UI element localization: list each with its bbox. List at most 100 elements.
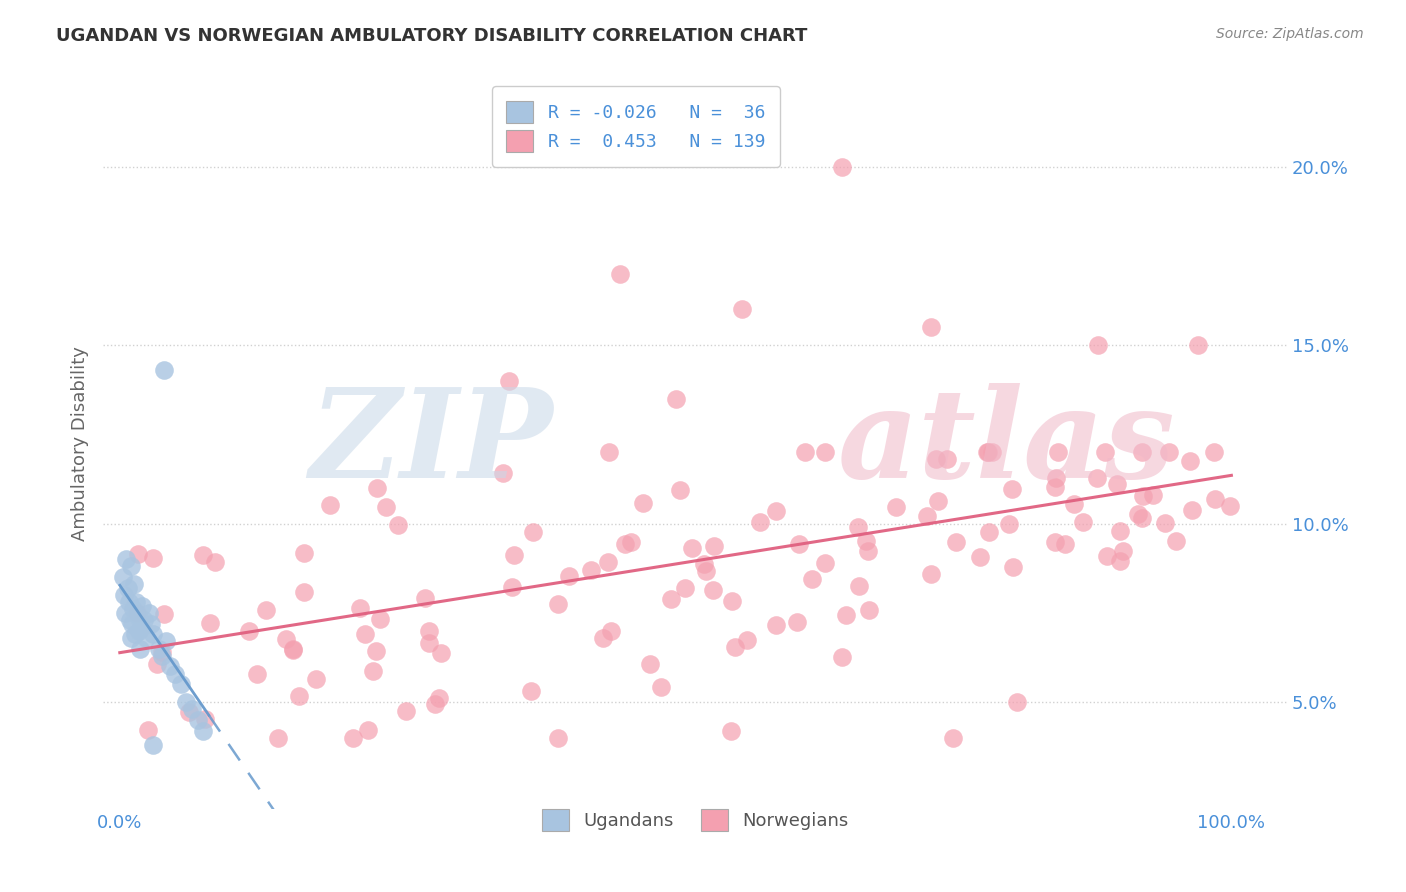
Point xyxy=(146,657,169,671)
Point xyxy=(631,495,654,509)
Point xyxy=(596,555,619,569)
Point xyxy=(765,618,787,632)
Point xyxy=(501,580,523,594)
Point xyxy=(356,723,378,737)
Point xyxy=(114,606,136,620)
Point xyxy=(127,547,149,561)
Point xyxy=(427,690,450,705)
Point xyxy=(673,581,696,595)
Point xyxy=(619,535,641,549)
Point xyxy=(176,695,198,709)
Point xyxy=(1063,497,1085,511)
Point xyxy=(305,673,328,687)
Point xyxy=(125,595,148,609)
Point xyxy=(695,564,717,578)
Point xyxy=(1001,482,1024,496)
Point xyxy=(735,633,758,648)
Legend: Ugandans, Norwegians: Ugandans, Norwegians xyxy=(529,797,860,844)
Point xyxy=(120,631,142,645)
Point xyxy=(665,392,688,406)
Point xyxy=(135,631,157,645)
Point xyxy=(547,597,569,611)
Point xyxy=(148,641,170,656)
Point xyxy=(1187,338,1209,352)
Point xyxy=(418,624,440,639)
Point xyxy=(1112,544,1135,558)
Point xyxy=(640,657,662,671)
Point xyxy=(204,555,226,569)
Point xyxy=(1095,549,1118,564)
Point xyxy=(1164,534,1187,549)
Point xyxy=(650,681,672,695)
Point xyxy=(945,535,967,549)
Point xyxy=(128,641,150,656)
Point xyxy=(581,563,603,577)
Point xyxy=(681,541,703,556)
Point xyxy=(981,445,1004,459)
Point xyxy=(592,631,614,645)
Point xyxy=(120,559,142,574)
Point xyxy=(703,539,725,553)
Point xyxy=(1109,554,1132,568)
Y-axis label: Ambulatory Disability: Ambulatory Disability xyxy=(72,346,89,541)
Point xyxy=(112,588,135,602)
Point xyxy=(522,524,544,539)
Point xyxy=(915,509,938,524)
Point xyxy=(942,731,965,745)
Point xyxy=(117,581,139,595)
Text: Source: ZipAtlas.com: Source: ZipAtlas.com xyxy=(1216,27,1364,41)
Point xyxy=(1132,489,1154,503)
Point xyxy=(395,704,418,718)
Point xyxy=(936,451,959,466)
Point xyxy=(418,636,440,650)
Point xyxy=(1047,445,1070,459)
Point xyxy=(1071,515,1094,529)
Point xyxy=(142,627,165,641)
Point xyxy=(1128,507,1150,521)
Point xyxy=(1219,500,1241,514)
Point xyxy=(969,549,991,564)
Point xyxy=(159,659,181,673)
Point xyxy=(152,607,174,621)
Point xyxy=(720,723,742,738)
Point xyxy=(276,632,298,647)
Point xyxy=(181,702,204,716)
Point xyxy=(134,613,156,627)
Point xyxy=(1053,537,1076,551)
Point xyxy=(1002,559,1025,574)
Point xyxy=(503,548,526,562)
Point xyxy=(127,609,149,624)
Point xyxy=(281,643,304,657)
Point xyxy=(353,627,375,641)
Point xyxy=(920,566,942,581)
Point xyxy=(267,731,290,745)
Point xyxy=(112,570,135,584)
Point xyxy=(831,650,853,665)
Point xyxy=(831,160,853,174)
Point xyxy=(1130,445,1153,459)
Point xyxy=(1043,480,1066,494)
Point xyxy=(977,445,1000,459)
Point xyxy=(720,594,742,608)
Point xyxy=(613,537,636,551)
Point xyxy=(886,500,908,515)
Point xyxy=(598,445,620,459)
Point xyxy=(194,712,217,726)
Point xyxy=(150,648,173,663)
Point xyxy=(547,731,569,745)
Point xyxy=(366,481,388,495)
Point xyxy=(1157,445,1180,459)
Point xyxy=(165,666,187,681)
Point xyxy=(387,518,409,533)
Point xyxy=(430,646,453,660)
Point xyxy=(366,644,388,658)
Point xyxy=(129,620,152,634)
Text: ZIP: ZIP xyxy=(309,383,553,504)
Point xyxy=(319,498,342,512)
Point xyxy=(1087,338,1109,352)
Point xyxy=(155,634,177,648)
Point xyxy=(1043,535,1066,549)
Point xyxy=(136,723,159,737)
Point xyxy=(122,577,145,591)
Point xyxy=(349,601,371,615)
